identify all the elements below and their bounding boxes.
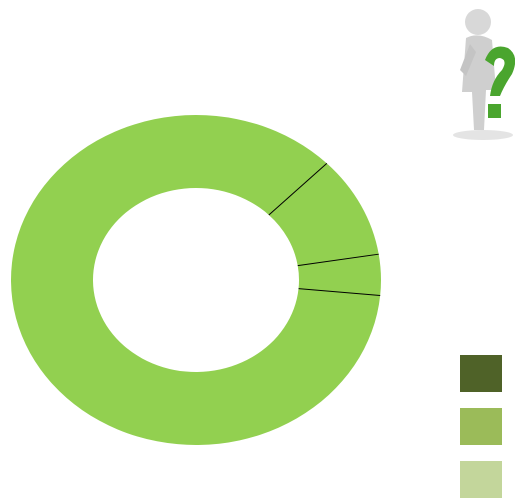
slice-divider [268,162,328,216]
slice-divider [298,288,381,297]
question-figure [453,9,515,140]
legend-swatch [460,408,502,445]
donut-slice [297,254,382,296]
legend-swatch [460,355,502,392]
legend-swatch [460,461,502,498]
slice-divider [297,253,379,267]
donut-slice [268,163,379,266]
